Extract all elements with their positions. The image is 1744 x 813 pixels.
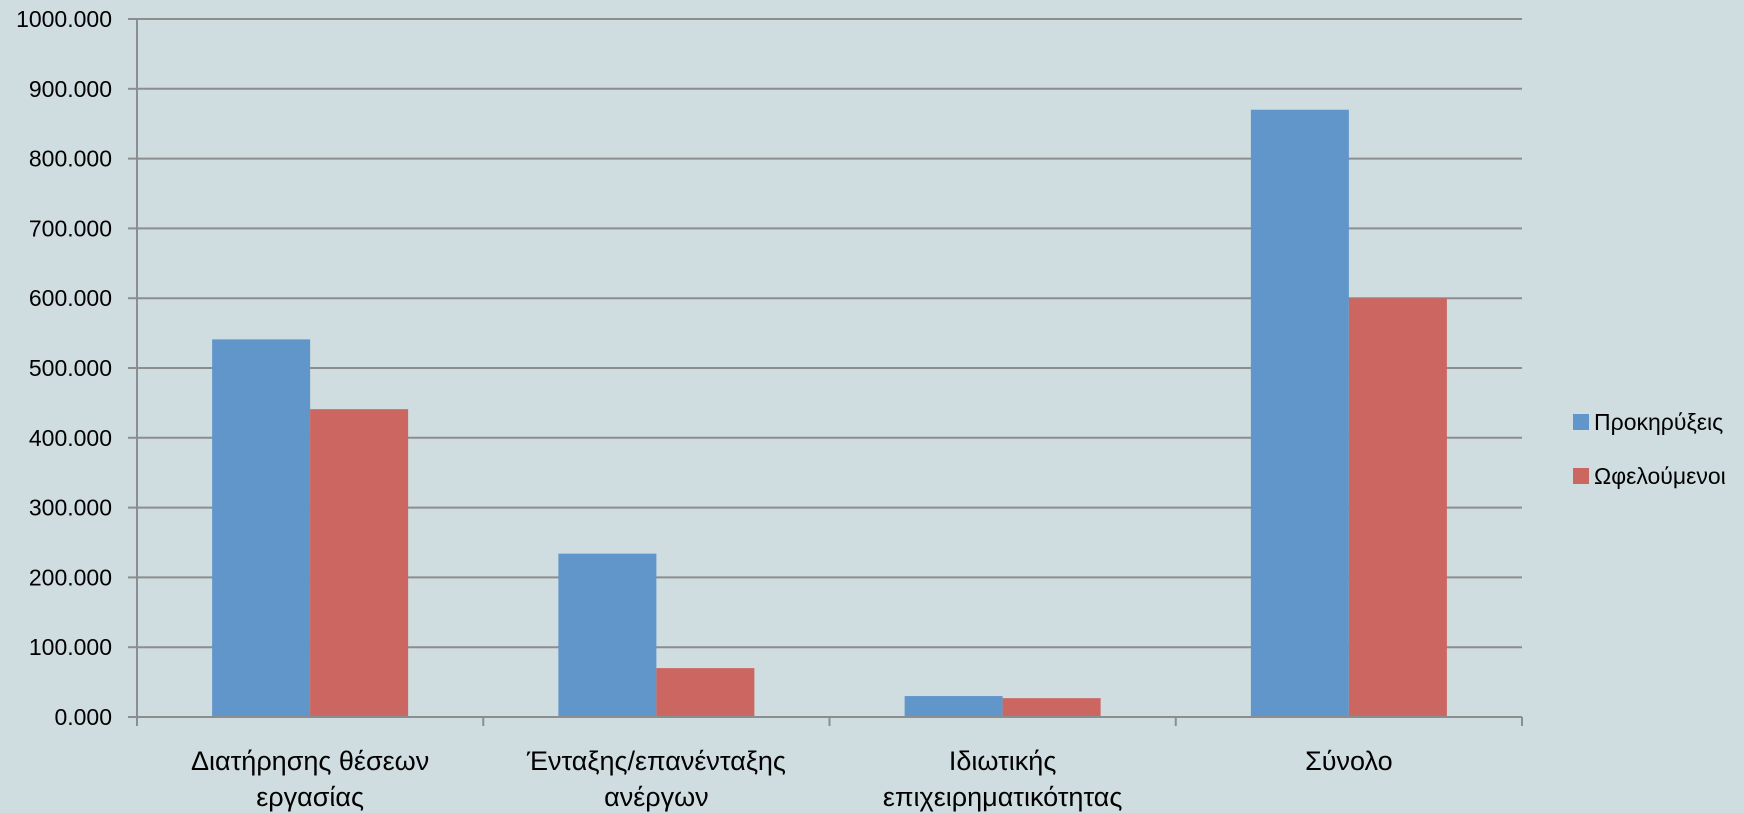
x-category-label: Διατήρησης θέσεων [191,746,429,776]
bar-series-1 [1250,109,1349,718]
legend-label: Προκηρύξεις [1594,409,1723,435]
bars [212,109,1447,718]
y-tick-label: 200.000 [29,564,112,590]
x-category-label: ανέργων [604,782,709,812]
y-tick-label: 0.000 [54,704,112,730]
y-tick-label: 1000.000 [16,6,112,32]
legend-swatch [1573,414,1589,430]
y-tick-label: 700.000 [29,215,112,241]
legend-swatch [1573,468,1589,484]
x-category-labels: Διατήρησης θέσεων εργασίας Ένταξης/επανέντ… [191,746,1393,812]
y-tick-label: 100.000 [29,634,112,660]
bar-series-2 [1348,298,1447,717]
y-tick-label: 400.000 [29,425,112,451]
bar-series-2 [656,668,755,717]
bar-series-1 [558,553,657,717]
bar-series-2 [1002,698,1101,717]
x-category-label: Ιδιωτικής [949,746,1056,776]
y-tick-labels: 0.000 100.000 200.000 300.000 400.000 500.000… [16,6,112,730]
bar-series-1 [212,339,311,717]
y-tick-label: 300.000 [29,495,112,521]
y-tick-label: 800.000 [29,146,112,172]
y-tick-label: 500.000 [29,355,112,381]
legend: Προκηρύξεις Ωφελούμενοι [1573,409,1726,489]
x-category-label: Σύνολο [1305,746,1393,776]
x-category-label: επιχειρηματικότητας [883,782,1122,812]
legend-label: Ωφελούμενοι [1594,463,1726,489]
x-category-label: Ένταξης/επανένταξης [526,746,786,776]
x-category-label: εργασίας [256,782,364,812]
axes [128,18,1523,726]
bar-series-1 [904,696,1003,717]
bar-series-2 [310,409,409,717]
y-tick-label: 900.000 [29,76,112,102]
y-tick-label: 600.000 [29,285,112,311]
